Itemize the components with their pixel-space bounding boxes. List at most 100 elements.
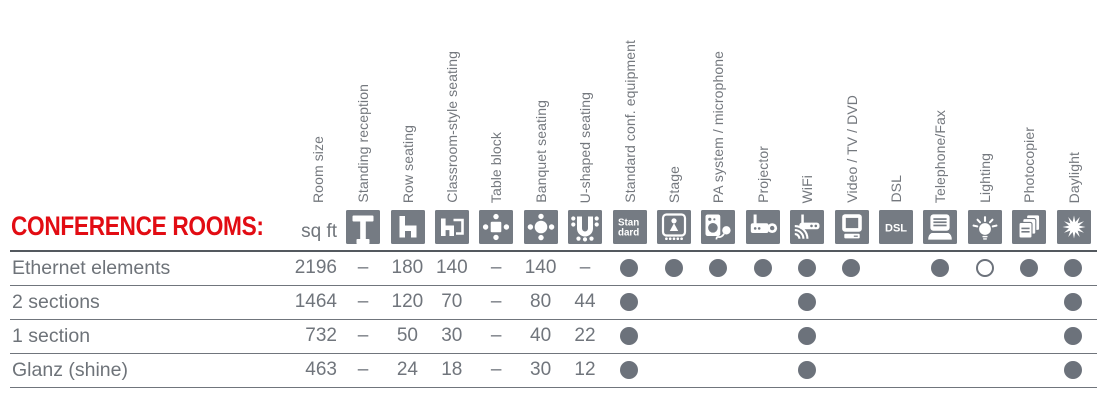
column-label-daylight: Daylight [1065, 151, 1082, 203]
projector-icon [745, 210, 780, 244]
svg-text:DSL: DSL [885, 223, 907, 235]
cell-value: 40 [530, 325, 552, 347]
table-cell-video_tv_dvd [829, 354, 873, 387]
feature-dot-filled [620, 327, 639, 346]
table-block-icon [479, 210, 514, 244]
table-cell-wifi [785, 320, 829, 353]
column-label-projector: Projector [754, 146, 771, 203]
row-seating-icon [390, 210, 425, 244]
table-cell-daylight [1051, 286, 1095, 319]
table-cell-stage [652, 252, 696, 285]
table-cell-projector [741, 320, 785, 353]
lighting-bulb-icon [967, 210, 1002, 244]
room-name: 2 sections [12, 290, 100, 313]
cell-value: 180 [391, 257, 424, 279]
cell-value: 120 [391, 291, 424, 313]
table-cell-stage [652, 354, 696, 387]
feature-dot-open [975, 259, 994, 278]
table-cell-projector [741, 252, 785, 285]
cell-value: – [490, 325, 502, 347]
feature-dot-filled [709, 259, 728, 278]
table-cell-daylight [1051, 252, 1095, 285]
feature-dot-filled [753, 259, 772, 278]
pa-system-microphone-icon [701, 210, 736, 244]
cell-value: 70 [441, 291, 463, 313]
banquet-seating-icon [523, 210, 558, 244]
cell-value: 140 [435, 257, 468, 279]
table-cell-pa_system_microphone [696, 354, 740, 387]
table-cell-wifi [785, 252, 829, 285]
page-title: CONFERENCE ROOMS: [11, 211, 264, 241]
feature-dot-filled [620, 293, 639, 312]
column-label-table_block: Table block [488, 131, 505, 203]
table-cell-standing_reception: – [341, 252, 385, 285]
table-cell-row_seating: 120 [385, 286, 429, 319]
table-row: 2 sections 1464–120 70–80 44 [10, 286, 1097, 320]
table-cell-dsl [874, 354, 918, 387]
table-cell-standard_conf_equipment [607, 286, 651, 319]
table-cell-room_size: 2196 [255, 252, 337, 285]
table-cell-wifi [785, 354, 829, 387]
feature-dot-filled [931, 259, 950, 278]
table-cell-standard_conf_equipment [607, 252, 651, 285]
table-cell-classroom_style_seating: 140 [430, 252, 474, 285]
stage-icon [657, 210, 691, 244]
table-cell-stage [652, 320, 696, 353]
column-label-video_tv_dvd: Video / TV / DVD [843, 95, 860, 203]
table-cell-projector [741, 286, 785, 319]
table-cell-lighting [963, 252, 1007, 285]
feature-dot-filled [1064, 259, 1083, 278]
standing-reception-icon [346, 210, 381, 244]
table-cell-video_tv_dvd [829, 286, 873, 319]
feature-dot-filled [664, 259, 683, 278]
table-cell-banquet_seating: 40 [519, 320, 563, 353]
feature-dot-filled [620, 361, 639, 380]
table-cell-u_shaped_seating: 12 [563, 354, 607, 387]
column-label-lighting: Lighting [976, 153, 993, 203]
table-cell-u_shaped_seating: – [563, 252, 607, 285]
dsl-icon: DSL [879, 210, 913, 244]
table-row: Ethernet elements 2196–180 140–140– [10, 252, 1097, 286]
table-cell-lighting [963, 320, 1007, 353]
svg-text:dard: dard [618, 228, 639, 239]
table-cell-dsl [874, 320, 918, 353]
cell-value: 50 [396, 325, 418, 347]
column-label-standing_reception: Standing reception [355, 84, 372, 203]
table-cell-photocopier [1007, 252, 1051, 285]
table-cell-u_shaped_seating: 22 [563, 320, 607, 353]
table-cell-table_block: – [474, 354, 518, 387]
table-cell-telephone_fax [918, 354, 962, 387]
cell-value: – [357, 359, 369, 381]
table-cell-wifi [785, 286, 829, 319]
cell-value: 30 [530, 359, 552, 381]
cell-value: – [357, 257, 369, 279]
table-cell-room_size: 732 [255, 320, 337, 353]
feature-dot-filled [1064, 327, 1083, 346]
column-label-wifi: WiFi [799, 174, 816, 203]
feature-dot-filled [1064, 293, 1083, 312]
table-cell-dsl [874, 252, 918, 285]
table-row: Glanz (shine) 463–24 18–30 12 [10, 354, 1097, 388]
cell-value: – [490, 257, 502, 279]
standard-equipment-icon: Stan dard [612, 210, 647, 244]
column-label-banquet_seating: Banquet seating [532, 100, 549, 203]
cell-value: 44 [574, 291, 596, 313]
cell-value: – [579, 257, 591, 279]
cell-value: 732 [305, 325, 337, 347]
cell-value: 22 [574, 325, 596, 347]
table-cell-table_block: – [474, 320, 518, 353]
room-name: Glanz (shine) [12, 358, 128, 381]
table-cell-standard_conf_equipment [607, 320, 651, 353]
table-body: Ethernet elements 2196–180 140–140–2 secti… [10, 250, 1097, 388]
column-label-standard_conf_equipment: Standard conf. equipment [621, 40, 638, 203]
table-header: CONFERENCE ROOMS: sq ft Room size Standin… [11, 40, 1091, 244]
column-label-row_seating: Row seating [399, 124, 416, 203]
table-cell-u_shaped_seating: 44 [563, 286, 607, 319]
feature-dot-filled [798, 259, 816, 278]
cell-value: 24 [396, 359, 418, 381]
cell-value: – [490, 291, 502, 313]
table-cell-table_block: – [474, 286, 518, 319]
feature-dot-filled [798, 293, 816, 312]
table-cell-pa_system_microphone [696, 320, 740, 353]
